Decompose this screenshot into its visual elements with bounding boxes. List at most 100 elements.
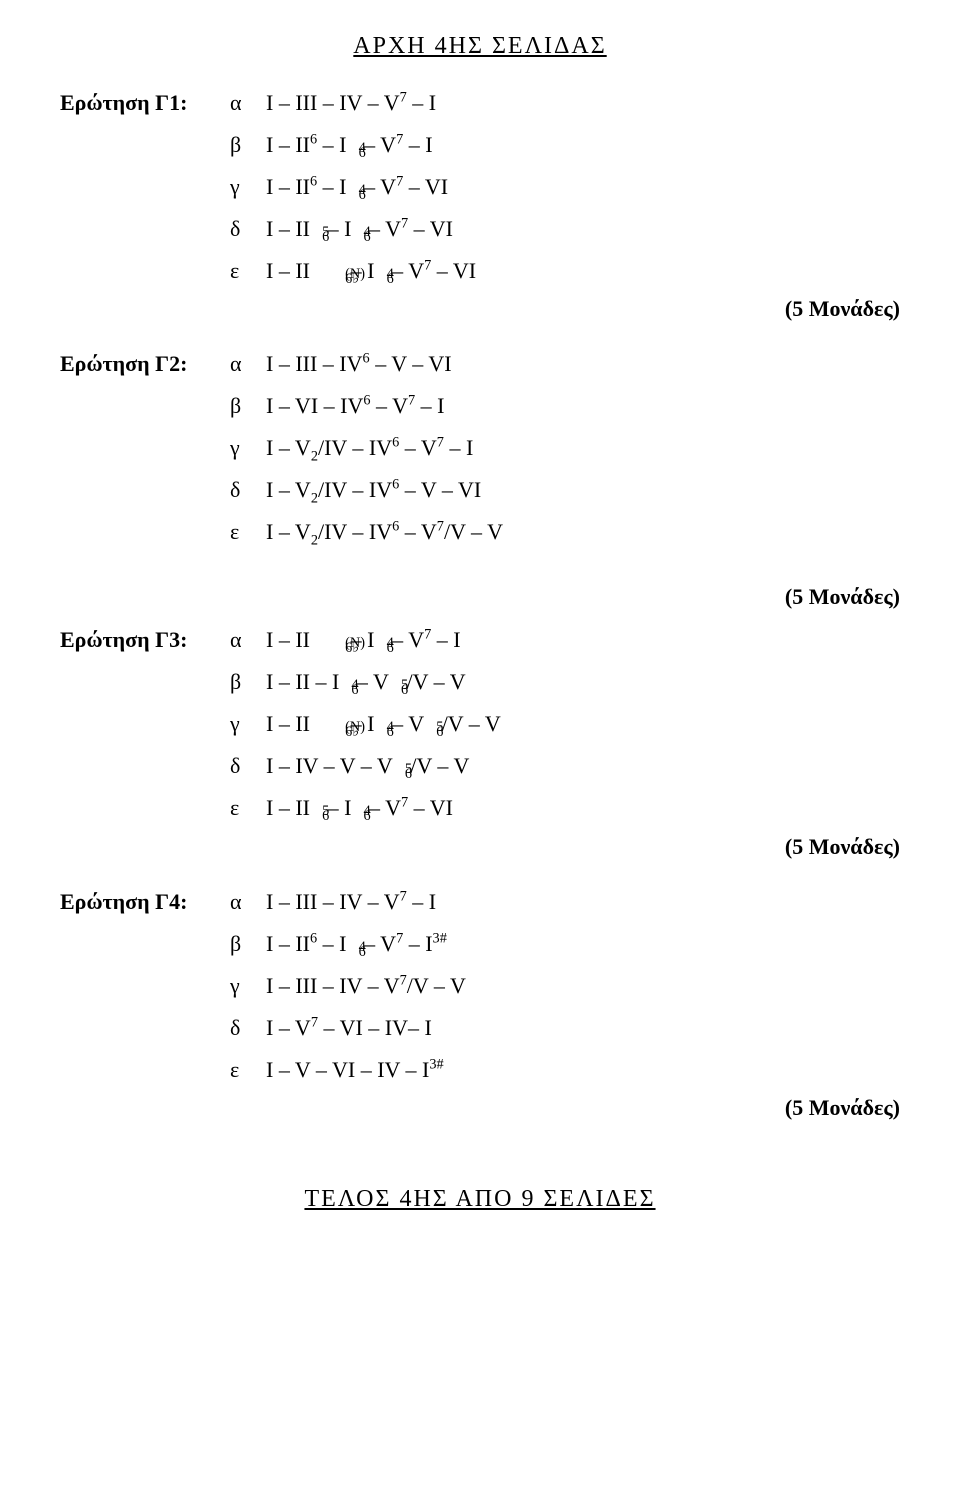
fig-bot: 5	[322, 223, 329, 242]
subscript: 2	[311, 449, 318, 465]
points-label: (5 Μονάδες)	[60, 832, 900, 862]
question-row: γ I – III – IV – V7/V – V	[60, 965, 900, 1005]
answer-text: I – V2/IV – IV6 – V – VI	[266, 475, 900, 505]
text: I – V	[266, 435, 311, 460]
subscript: (N)	[345, 634, 365, 653]
answer-text: I – II6♭(N) – I64 – V65 /V – V	[266, 709, 900, 739]
question-row: ε I – II65 – I64 – V7 – VI	[60, 788, 900, 828]
fig-bot: 4	[387, 634, 394, 653]
question-label: Ερώτηση Γ2:	[60, 349, 230, 379]
text: /V – V	[444, 519, 503, 544]
choice-key: β	[230, 929, 266, 959]
text: I – II	[266, 931, 310, 956]
text: – I	[403, 132, 432, 157]
fig-bot: 4	[364, 802, 371, 821]
text: /V – V	[405, 753, 470, 778]
text: I – II – I	[266, 669, 339, 694]
text: /V – V	[401, 669, 466, 694]
text: I – V – VI – IV – I	[266, 1057, 429, 1082]
text: – I	[431, 627, 460, 652]
question-g4: Ερώτηση Γ4: α I – III – IV – V7 – I β I …	[60, 881, 900, 1123]
fig-bot: 4	[387, 718, 394, 737]
choice-key: γ	[230, 971, 266, 1001]
text: I – V	[266, 1015, 311, 1040]
question-row: γ I – II6 – I64 – V7 – VI	[60, 166, 900, 206]
choice-key: δ	[230, 1013, 266, 1043]
question-label: Ερώτηση Γ1:	[60, 88, 230, 118]
question-g3: Ερώτηση Γ3: α I – II6♭(N) – I64 – V7 – I…	[60, 620, 900, 862]
choice-key: α	[230, 349, 266, 379]
text: I – II	[266, 132, 310, 157]
question-row: β I – II6 – I64 – V7 – I3#	[60, 923, 900, 963]
answer-text: I – III – IV – V7 – I	[266, 88, 900, 118]
question-row: β I – II – I64 – V65 /V – V	[60, 662, 900, 702]
fig-bot: 4	[364, 223, 371, 242]
choice-key: γ	[230, 709, 266, 739]
fig-bot: 5	[405, 760, 412, 779]
question-label: Ερώτηση Γ4:	[60, 887, 230, 917]
answer-text: I – V2/IV – IV6 – V7/V – V	[266, 517, 900, 547]
text: /IV – IV	[318, 477, 392, 502]
question-row: Ερώτηση Γ2: α I – III – IV6 – V – VI	[60, 344, 900, 384]
subscript: 2	[311, 533, 318, 549]
choice-key: γ	[230, 172, 266, 202]
choice-key: γ	[230, 433, 266, 463]
choice-key: ε	[230, 1055, 266, 1085]
text: – VI	[408, 216, 453, 241]
choice-key: β	[230, 667, 266, 697]
text: – VI	[408, 795, 453, 820]
text: /IV – IV	[318, 435, 392, 460]
question-row: ε I – II6♭(N) – I64 – V7 – VI	[60, 250, 900, 290]
text: – V	[399, 519, 437, 544]
text: /V – V	[407, 973, 466, 998]
answer-text: I – II65 – I64 – V7 – VI	[266, 793, 900, 823]
text: I – II	[266, 627, 310, 652]
superscript: 6	[363, 393, 370, 409]
question-row: Ερώτηση Γ3: α I – II6♭(N) – I64 – V7 – I	[60, 620, 900, 660]
subscript: (N)	[345, 265, 365, 284]
superscript: 7	[400, 972, 407, 988]
fig-bot: 4	[351, 676, 358, 695]
superscript: 7	[311, 1014, 318, 1030]
text: I – II	[266, 216, 310, 241]
choice-key: ε	[230, 256, 266, 286]
answer-text: I – V7 – VI – IV– I	[266, 1013, 900, 1043]
choice-key: α	[230, 625, 266, 655]
question-row: δ I – II65 – I64 – V7 – VI	[60, 208, 900, 248]
question-g2: Ερώτηση Γ2: α I – III – IV6 – V – VI β I…	[60, 344, 900, 552]
text: I – V	[266, 519, 311, 544]
text: I – III – IV – V	[266, 973, 400, 998]
fig-bot: 5	[322, 802, 329, 821]
text: – VI	[431, 258, 476, 283]
answer-text: I – II65 – I64 – V7 – VI	[266, 214, 900, 244]
superscript: 3#	[429, 1056, 443, 1072]
text: I – II	[266, 174, 310, 199]
fig-bot: 4	[359, 938, 366, 957]
question-g1: Ερώτηση Γ1: α I – III – IV – V7 – I β I …	[60, 82, 900, 324]
subscript: (N)	[345, 718, 365, 737]
question-row: γ I – V2/IV – IV6 – V7 – I	[60, 428, 900, 468]
answer-text: I – V2/IV – IV6 – V7 – I	[266, 433, 900, 463]
subscript: 2	[311, 491, 318, 507]
answer-text: I – II – I64 – V65 /V – V	[266, 667, 900, 697]
answer-text: I – III – IV6 – V – VI	[266, 349, 900, 379]
choice-key: α	[230, 88, 266, 118]
answer-text: I – III – IV – V7/V – V	[266, 971, 900, 1001]
text: – I	[407, 90, 436, 115]
answer-text: I – III – IV – V7 – I	[266, 887, 900, 917]
superscript: 3#	[433, 930, 447, 946]
question-label: Ερώτηση Γ3:	[60, 625, 230, 655]
fig-bot: 4	[387, 265, 394, 284]
answer-text: I – V – VI – IV – I3#	[266, 1055, 900, 1085]
points-label: (5 Μονάδες)	[60, 1093, 900, 1123]
text: – I	[415, 393, 444, 418]
choice-key: β	[230, 130, 266, 160]
text: – I	[444, 435, 473, 460]
question-row: δ I – V2/IV – IV6 – V – VI	[60, 470, 900, 510]
question-row: Ερώτηση Γ1: α I – III – IV – V7 – I	[60, 82, 900, 122]
points-label: (5 Μονάδες)	[60, 582, 900, 612]
text: – I	[317, 931, 346, 956]
question-row: γ I – II6♭(N) – I64 – V65 /V – V	[60, 704, 900, 744]
choice-key: β	[230, 391, 266, 421]
question-row: ε I – V – VI – IV – I3#	[60, 1049, 900, 1089]
